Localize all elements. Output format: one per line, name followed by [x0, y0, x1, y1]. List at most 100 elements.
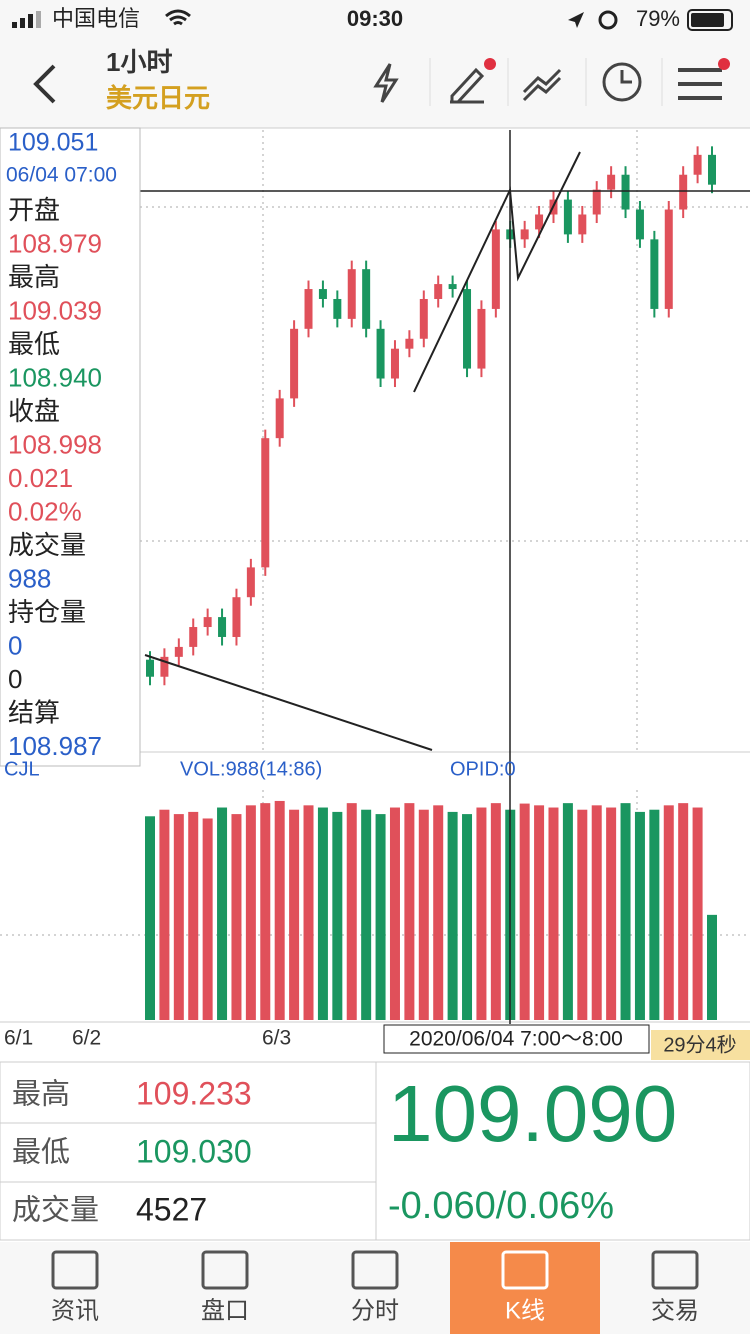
- candle-body: [607, 174, 616, 190]
- stat-label: 最低: [12, 1136, 70, 1169]
- flash-icon[interactable]: [373, 63, 399, 103]
- panel-text: 0: [8, 630, 22, 660]
- volume-bar: [649, 809, 660, 1020]
- candle-body: [347, 269, 356, 319]
- candle-body: [232, 597, 241, 637]
- tab-label[interactable]: 盘口: [201, 1297, 249, 1324]
- candle-body: [390, 348, 399, 379]
- candle-body: [463, 289, 472, 369]
- x-label: 6/2: [72, 1027, 101, 1050]
- panel-text: 结算: [8, 697, 60, 727]
- cursor-label: 2020/06/04 7:00～8:00: [409, 1028, 623, 1051]
- candle-body: [189, 627, 198, 647]
- battery: [687, 9, 733, 31]
- panel-text: 109.039: [8, 295, 102, 325]
- volume-bar: [389, 807, 400, 1020]
- candle-body: [621, 174, 630, 210]
- panel-text: 收盘: [8, 396, 60, 426]
- volume-bar: [591, 805, 602, 1020]
- volume-bar: [534, 805, 545, 1020]
- volume-bar: [317, 807, 328, 1020]
- tab-label[interactable]: 交易: [651, 1297, 699, 1324]
- volume-bar: [231, 814, 242, 1020]
- candle-body: [261, 438, 270, 568]
- volume-bar: [260, 803, 271, 1020]
- volume-bars: [145, 800, 717, 1020]
- badge: [718, 58, 730, 70]
- panel-text: 成交量: [8, 530, 86, 560]
- tab-icon[interactable]: [51, 1250, 99, 1290]
- volume-bar: [707, 914, 717, 1020]
- volume-bar: [145, 816, 155, 1020]
- panel-text: 最低: [8, 329, 60, 359]
- period-icon[interactable]: [602, 62, 642, 102]
- volume-bar: [433, 805, 444, 1020]
- tab-icon[interactable]: [501, 1250, 549, 1290]
- candle-body: [218, 617, 227, 637]
- volume-bar: [418, 809, 429, 1020]
- panel-text: 108.987: [8, 731, 102, 761]
- draw-icon[interactable]: [450, 67, 485, 104]
- candle-body: [419, 298, 428, 339]
- candle-body: [650, 239, 659, 309]
- candles: [146, 146, 716, 686]
- tabs: 资讯 盘口 分时 K线 交易: [51, 1250, 699, 1324]
- tab-icon[interactable]: [651, 1250, 699, 1290]
- volume-bar: [274, 800, 285, 1020]
- candle-body: [434, 284, 443, 299]
- candle-body: [376, 328, 385, 379]
- volume-bar: [663, 805, 674, 1020]
- indicator-icon[interactable]: [522, 68, 562, 102]
- x-label: 6/3: [262, 1027, 291, 1050]
- volume-bar: [620, 803, 631, 1020]
- volume-bar: [404, 803, 415, 1020]
- panel-text: 0.02%: [8, 496, 82, 526]
- stat-value: 109.233: [136, 1075, 252, 1111]
- menu-icon[interactable]: [678, 68, 722, 100]
- tab-icon[interactable]: [201, 1250, 249, 1290]
- header-subtitle: 美元日元: [106, 83, 210, 113]
- volume-bar: [202, 818, 213, 1020]
- carrier: 中国电信: [52, 6, 140, 31]
- opid-text: OPID:0: [450, 758, 516, 780]
- volume-bar: [462, 814, 473, 1020]
- volume-bar: [289, 809, 300, 1020]
- volume-bar: [159, 809, 170, 1020]
- back-button[interactable]: [33, 64, 56, 104]
- candle-body: [405, 338, 414, 349]
- candle-body: [664, 209, 673, 309]
- volume-bar: [548, 807, 559, 1020]
- volume-bar: [476, 807, 487, 1020]
- volume-bar: [245, 805, 256, 1020]
- candle-body: [693, 154, 702, 175]
- candle-body: [535, 214, 544, 230]
- candle-body: [174, 646, 183, 657]
- badge: [484, 58, 496, 70]
- candle-body: [160, 656, 169, 677]
- panel-text: 108.979: [8, 228, 102, 258]
- tab-label[interactable]: 资讯: [51, 1297, 99, 1324]
- countdown: 29分4秒: [663, 1033, 736, 1056]
- panel-price: 109.051: [8, 129, 98, 157]
- candle-body: [491, 229, 500, 309]
- candle-body: [246, 567, 255, 598]
- tab-label[interactable]: K线: [505, 1297, 545, 1324]
- volume-bar: [634, 811, 645, 1020]
- candle-body: [578, 214, 587, 235]
- tab-icon[interactable]: [351, 1250, 399, 1290]
- volume-bar: [173, 814, 184, 1020]
- candle-body: [563, 199, 572, 235]
- candle-body: [318, 289, 327, 299]
- candle-body: [275, 398, 284, 439]
- volume-bar: [375, 814, 386, 1020]
- candle-body: [333, 298, 342, 319]
- candle-body: [146, 659, 154, 677]
- panel-text: 988: [8, 563, 51, 593]
- price-change: -0.060/0.06%: [388, 1185, 614, 1227]
- clock: 09:30: [347, 6, 403, 31]
- panel-text: 0: [8, 664, 22, 694]
- volume-bar: [692, 807, 703, 1020]
- volume-bar: [188, 811, 199, 1020]
- tab-label[interactable]: 分时: [351, 1297, 399, 1324]
